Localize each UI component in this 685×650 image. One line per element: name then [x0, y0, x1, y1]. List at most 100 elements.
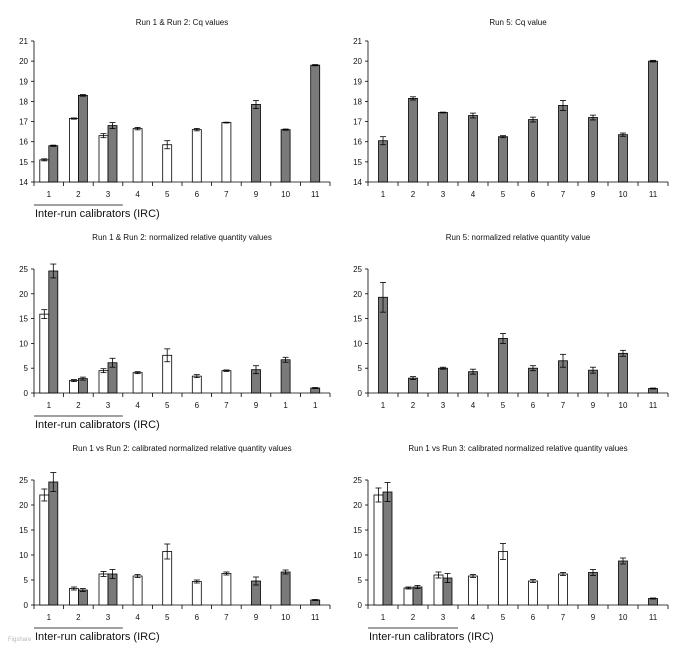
y-tick-label: 18 [353, 97, 362, 106]
bar-run-2 [48, 145, 59, 183]
bar-run-2 [251, 104, 261, 183]
y-tick-label: 0 [24, 601, 29, 610]
bar-run-3 [618, 560, 628, 606]
bar-run-1 [39, 313, 50, 394]
chart-title: Run 1 & Run 2: normalized relative quant… [92, 233, 272, 242]
y-tick-label: 10 [19, 339, 28, 348]
x-tick-label: 1 [47, 190, 52, 199]
bar-run-5 [618, 352, 628, 394]
y-tick-label: 15 [19, 315, 28, 324]
x-tick-label: 4 [471, 613, 476, 622]
bar-run-1 [191, 129, 202, 183]
chart-bottom-left: Run 1 vs Run 2: calibrated normalized re… [19, 444, 331, 643]
y-tick-label: 25 [19, 476, 28, 485]
chart-title: Run 1 vs Run 3: calibrated normalized re… [408, 444, 627, 453]
y-tick-label: 5 [358, 576, 363, 585]
y-tick-label: 21 [19, 37, 28, 46]
bar-run-1 [98, 135, 109, 183]
x-tick-label: 1 [381, 401, 386, 410]
bar-run-1 [69, 380, 79, 394]
x-tick-label: 3 [441, 190, 446, 199]
bar-run-2 [78, 94, 88, 183]
x-tick-label: 3 [441, 401, 446, 410]
bar-run-2 [280, 571, 291, 606]
x-tick-label: 3 [106, 190, 111, 199]
y-tick-label: 14 [19, 178, 28, 187]
bar-run-1 [191, 581, 202, 606]
y-tick-label: 20 [19, 290, 28, 299]
y-tick-label: 19 [19, 77, 28, 86]
y-tick-label: 15 [19, 526, 28, 535]
bar-run-1 [162, 144, 173, 183]
bar-run-5 [648, 60, 658, 183]
x-tick-label: 9 [591, 613, 596, 622]
x-tick-label: 10 [281, 190, 290, 199]
bar-run-1 [468, 575, 478, 606]
x-tick-label: 7 [561, 613, 566, 622]
x-tick-label: 10 [281, 613, 290, 622]
bar-run-5 [618, 134, 628, 183]
x-tick-label: 1 [313, 401, 318, 410]
irc-bracket-label: Inter-run calibrators (IRC) [35, 631, 160, 643]
y-tick-label: 15 [353, 526, 362, 535]
bar-run-3 [588, 572, 598, 606]
y-tick-label: 10 [353, 339, 362, 348]
bar-run-1 [433, 574, 444, 606]
x-tick-label: 1 [381, 613, 386, 622]
x-tick-label: 7 [224, 613, 229, 622]
y-tick-label: 20 [353, 501, 362, 510]
x-tick-label: 3 [106, 613, 111, 622]
irc-bracket-label: Inter-run calibrators (IRC) [369, 631, 494, 643]
y-tick-label: 21 [353, 37, 362, 46]
x-tick-label: 9 [591, 190, 596, 199]
y-tick-label: 20 [353, 290, 362, 299]
x-tick-label: 7 [224, 401, 229, 410]
bar-run-1 [132, 372, 143, 394]
bar-run-5 [588, 117, 598, 183]
y-tick-label: 16 [353, 138, 362, 147]
chart-mid-left: Run 1 & Run 2: normalized relative quant… [19, 233, 331, 431]
y-tick-label: 20 [353, 57, 362, 66]
bar-run-2 [48, 481, 59, 606]
x-tick-label: 5 [165, 401, 170, 410]
bar-run-1 [221, 573, 232, 606]
x-tick-label: 3 [106, 401, 111, 410]
bar-run-5 [498, 136, 508, 183]
x-tick-label: 5 [501, 190, 506, 199]
x-tick-label: 2 [411, 613, 416, 622]
watermark-text: Figshare [8, 637, 32, 643]
x-tick-label: 6 [195, 613, 200, 622]
x-tick-label: 10 [619, 401, 628, 410]
x-tick-label: 9 [254, 190, 259, 199]
bar-run-1 [162, 551, 173, 606]
x-tick-label: 11 [649, 401, 658, 410]
bar-run-5 [468, 371, 478, 394]
bar-run-5 [558, 105, 568, 183]
x-tick-label: 6 [195, 190, 200, 199]
chart-title: Run 5: normalized relative quantity valu… [446, 233, 591, 242]
x-tick-label: 2 [411, 401, 416, 410]
y-tick-label: 25 [353, 476, 362, 485]
x-tick-label: 1 [47, 613, 52, 622]
x-tick-label: 2 [76, 190, 81, 199]
x-tick-label: 5 [501, 613, 506, 622]
chart-panels: Run 1 & Run 2: Cq values1415161718192021… [19, 18, 669, 643]
bar-run-2 [107, 125, 118, 183]
x-tick-label: 1 [381, 190, 386, 199]
bar-run-5 [528, 367, 538, 394]
x-tick-label: 4 [471, 190, 476, 199]
y-tick-label: 14 [353, 178, 362, 187]
x-tick-label: 1 [47, 401, 52, 410]
x-tick-label: 5 [165, 190, 170, 199]
y-tick-label: 0 [358, 389, 363, 398]
bar-run-2 [310, 64, 321, 183]
y-tick-label: 5 [24, 364, 29, 373]
y-tick-label: 15 [19, 158, 28, 167]
y-tick-label: 20 [19, 501, 28, 510]
x-tick-label: 10 [619, 190, 628, 199]
bar-run-5 [528, 119, 538, 183]
bar-run-1 [403, 587, 414, 606]
y-tick-label: 5 [358, 364, 363, 373]
chart-mid-right: Run 5: normalized relative quantity valu… [353, 233, 669, 410]
